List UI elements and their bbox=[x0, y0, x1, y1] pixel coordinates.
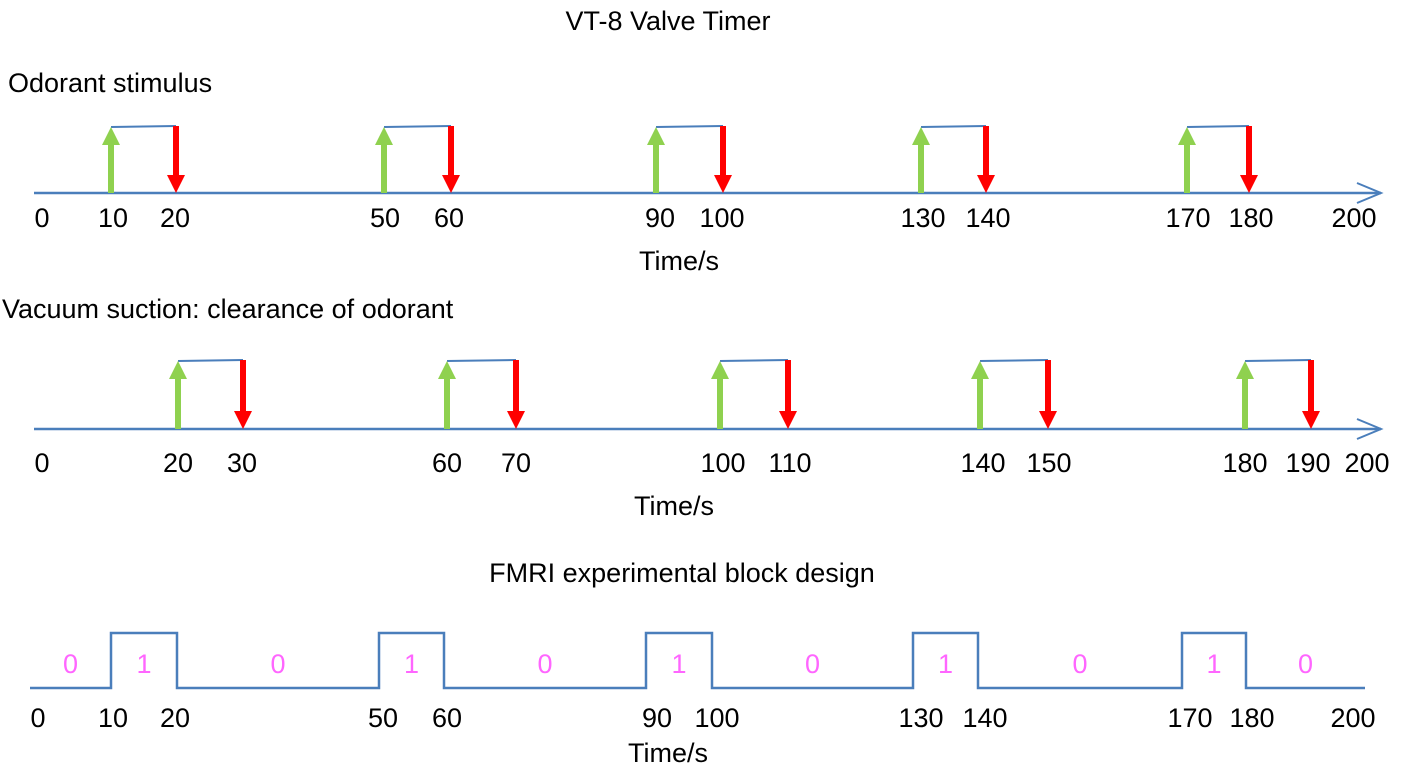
odorant-close-arrowhead bbox=[442, 175, 460, 193]
odorant-pulse-line bbox=[920, 125, 987, 128]
odorant-tick-label: 90 bbox=[645, 203, 675, 233]
odorant-stimulus-panel: Odorant stimulus Time/s 0 10 20 50 60 90 100 13… bbox=[8, 68, 1384, 276]
odorant-axis-label: Time/s bbox=[639, 246, 719, 276]
fmri-tick-label: 0 bbox=[30, 703, 45, 733]
vacuum-pulse-line bbox=[177, 359, 244, 362]
vacuum-pulse-line bbox=[719, 359, 789, 362]
odorant-pulse-line bbox=[383, 125, 452, 128]
vacuum-tick-label: 200 bbox=[1344, 448, 1389, 478]
odorant-open-arrowhead bbox=[1178, 127, 1196, 145]
fmri-block-design-label: FMRI experimental block design bbox=[489, 558, 875, 588]
vacuum-close-arrowhead bbox=[507, 411, 525, 429]
fmri-tick-label: 200 bbox=[1330, 703, 1375, 733]
fmri-tick-label: 130 bbox=[898, 703, 943, 733]
vacuum-tick-label: 60 bbox=[432, 448, 462, 478]
fmri-tick-label: 50 bbox=[368, 703, 398, 733]
vacuum-open-arrowhead bbox=[971, 361, 989, 379]
odorant-axis-arrowhead bbox=[1356, 182, 1384, 204]
vacuum-tick-label: 150 bbox=[1026, 448, 1071, 478]
vacuum-tick-label: 20 bbox=[163, 448, 193, 478]
fmri-tick-label: 140 bbox=[962, 703, 1007, 733]
fmri-block-value: 1 bbox=[1206, 649, 1221, 679]
odorant-pulse-line bbox=[1186, 125, 1250, 128]
fmri-block-value: 1 bbox=[404, 649, 419, 679]
fmri-tick-label: 90 bbox=[642, 703, 672, 733]
fmri-block-value: 0 bbox=[537, 649, 552, 679]
fmri-tick-label: 100 bbox=[694, 703, 739, 733]
odorant-open-arrowhead bbox=[912, 127, 930, 145]
odorant-tick-label: 10 bbox=[98, 203, 128, 233]
fmri-block-value: 0 bbox=[1072, 649, 1087, 679]
diagram-title: VT-8 Valve Timer bbox=[565, 6, 770, 36]
vacuum-tick-label: 190 bbox=[1285, 448, 1330, 478]
odorant-pulse-line bbox=[655, 125, 724, 128]
fmri-block-value: 0 bbox=[1298, 649, 1313, 679]
odorant-stimulus-label: Odorant stimulus bbox=[8, 68, 212, 98]
fmri-block-value: 1 bbox=[671, 649, 686, 679]
odorant-open-arrowhead bbox=[647, 127, 665, 145]
vacuum-close-arrowhead bbox=[779, 411, 797, 429]
vacuum-open-arrowhead bbox=[711, 361, 729, 379]
vacuum-pulse-line bbox=[979, 359, 1049, 362]
fmri-tick-label: 170 bbox=[1167, 703, 1212, 733]
fmri-tick-label: 20 bbox=[160, 703, 190, 733]
odorant-tick-label: 140 bbox=[965, 203, 1010, 233]
odorant-tick-label: 200 bbox=[1331, 203, 1376, 233]
odorant-pulse-line bbox=[110, 125, 177, 128]
odorant-tick-label: 60 bbox=[434, 203, 464, 233]
vacuum-tick-label: 140 bbox=[960, 448, 1005, 478]
vacuum-tick-label: 110 bbox=[768, 448, 811, 478]
fmri-block-value: 0 bbox=[63, 649, 78, 679]
odorant-tick-label: 100 bbox=[699, 203, 744, 233]
odorant-tick-label: 50 bbox=[370, 203, 400, 233]
odorant-close-arrowhead bbox=[167, 175, 185, 193]
odorant-close-arrowhead bbox=[714, 175, 732, 193]
odorant-tick-label: 180 bbox=[1228, 203, 1273, 233]
fmri-tick-label: 60 bbox=[432, 703, 462, 733]
vacuum-suction-label: Vacuum suction: clearance of odorant bbox=[2, 294, 454, 324]
fmri-block-value: 0 bbox=[805, 649, 820, 679]
odorant-close-arrowhead bbox=[977, 175, 995, 193]
vacuum-tick-label: 70 bbox=[501, 448, 531, 478]
odorant-open-arrowhead bbox=[102, 127, 120, 145]
vacuum-suction-panel: Vacuum suction: clearance of odorant Tim… bbox=[2, 294, 1390, 521]
fmri-axis-label: Time/s bbox=[628, 738, 708, 768]
fmri-tick-label: 180 bbox=[1229, 703, 1274, 733]
vacuum-axis-arrowhead bbox=[1356, 418, 1384, 440]
vacuum-tick-label: 0 bbox=[34, 448, 49, 478]
fmri-block-value: 0 bbox=[270, 649, 285, 679]
vacuum-close-arrowhead bbox=[1039, 411, 1057, 429]
vacuum-tick-label: 100 bbox=[700, 448, 745, 478]
vacuum-open-arrowhead bbox=[1236, 361, 1254, 379]
vacuum-tick-label: 30 bbox=[227, 448, 257, 478]
odorant-tick-label: 130 bbox=[900, 203, 945, 233]
odorant-tick-label: 170 bbox=[1165, 203, 1210, 233]
odorant-close-arrowhead bbox=[1240, 175, 1258, 193]
vacuum-tick-label: 180 bbox=[1222, 448, 1267, 478]
vacuum-pulse-line bbox=[1244, 359, 1312, 362]
odorant-open-arrowhead bbox=[375, 127, 393, 145]
fmri-block-value: 1 bbox=[938, 649, 953, 679]
vacuum-open-arrowhead bbox=[438, 361, 456, 379]
fmri-square-wave bbox=[30, 631, 1365, 690]
odorant-tick-label: 20 bbox=[160, 203, 190, 233]
fmri-block-value: 1 bbox=[136, 649, 151, 679]
vacuum-open-arrowhead bbox=[169, 361, 187, 379]
fmri-tick-label: 10 bbox=[98, 703, 128, 733]
vacuum-axis-label: Time/s bbox=[634, 491, 714, 521]
odorant-tick-label: 0 bbox=[34, 203, 49, 233]
vacuum-close-arrowhead bbox=[234, 411, 252, 429]
vacuum-close-arrowhead bbox=[1302, 411, 1320, 429]
vacuum-pulse-line bbox=[446, 359, 517, 362]
